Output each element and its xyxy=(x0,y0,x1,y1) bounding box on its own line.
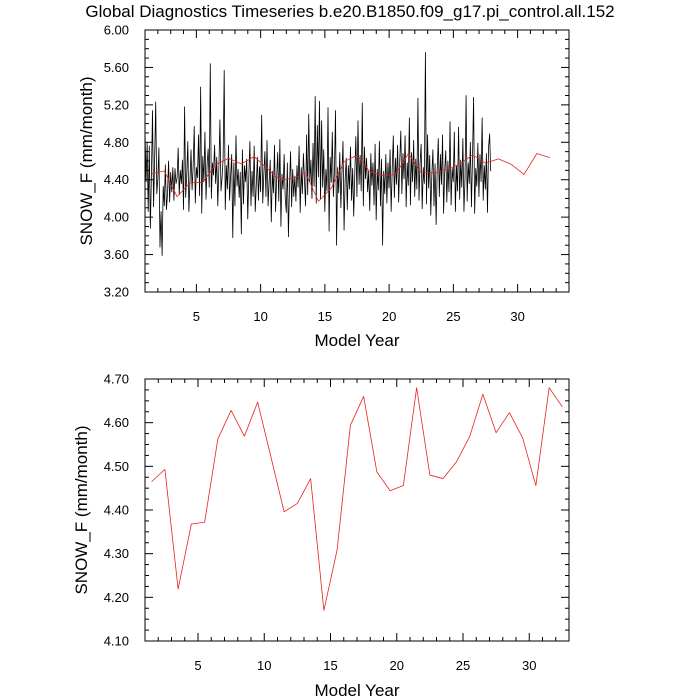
top-series-monthly-line xyxy=(144,52,492,256)
bottom-y-tick-label: 4.20 xyxy=(104,590,129,605)
bottom-x-axis-label: Model Year xyxy=(314,681,399,700)
top-x-tick-label: 10 xyxy=(253,309,267,324)
bottom-y-tick-label: 4.10 xyxy=(104,634,129,649)
top-y-axis-label: SNOW_F (mm/month) xyxy=(77,76,96,245)
bottom-y-axis-label: SNOW_F (mm/month) xyxy=(72,425,91,594)
bottom-x-tick-label: 30 xyxy=(522,658,536,673)
top-x-tick-label: 5 xyxy=(193,309,200,324)
bottom-x-tick-label: 15 xyxy=(323,658,337,673)
bottom-x-tick-label: 5 xyxy=(194,658,201,673)
top-y-tick-label: 5.60 xyxy=(104,60,129,75)
bottom-y-tick-label: 4.40 xyxy=(104,503,129,518)
top-panel: Model Year SNOW_F (mm/month) 5 10 15 20 25 30… xyxy=(77,23,570,350)
top-y-tick-label: 3.20 xyxy=(104,285,129,300)
top-x-tick-label: 15 xyxy=(318,309,332,324)
bottom-y-tick-label: 4.70 xyxy=(104,372,129,387)
top-x-tick-label: 20 xyxy=(382,309,396,324)
top-x-tick-label: 25 xyxy=(446,309,460,324)
bottom-y-tick-label: 4.60 xyxy=(104,415,129,430)
bottom-panel: Model Year SNOW_F (mm/month) 5 10 15 20 25 30… xyxy=(72,372,570,700)
top-y-tick-label: 4.00 xyxy=(104,210,129,225)
bottom-y-tick-label: 4.30 xyxy=(104,546,129,561)
top-y-tick-label: 6.00 xyxy=(104,23,129,38)
top-y-tick-label: 4.80 xyxy=(104,135,129,150)
top-y-tick-label: 3.60 xyxy=(104,247,129,262)
bottom-series-annual-line xyxy=(151,387,563,611)
bottom-x-tick-label: 25 xyxy=(456,658,470,673)
top-y-tick-label: 4.40 xyxy=(104,172,129,187)
top-x-axis-label: Model Year xyxy=(314,331,399,350)
bottom-x-tick-label: 20 xyxy=(390,658,404,673)
bottom-x-tick-label: 10 xyxy=(257,658,271,673)
figure-title: Global Diagnostics Timeseries b.e20.B185… xyxy=(85,2,614,21)
top-x-tick-label: 30 xyxy=(510,309,524,324)
top-series-annual-line xyxy=(151,153,550,202)
bottom-y-tick-label: 4.50 xyxy=(104,459,129,474)
top-y-tick-label: 5.20 xyxy=(104,97,129,112)
